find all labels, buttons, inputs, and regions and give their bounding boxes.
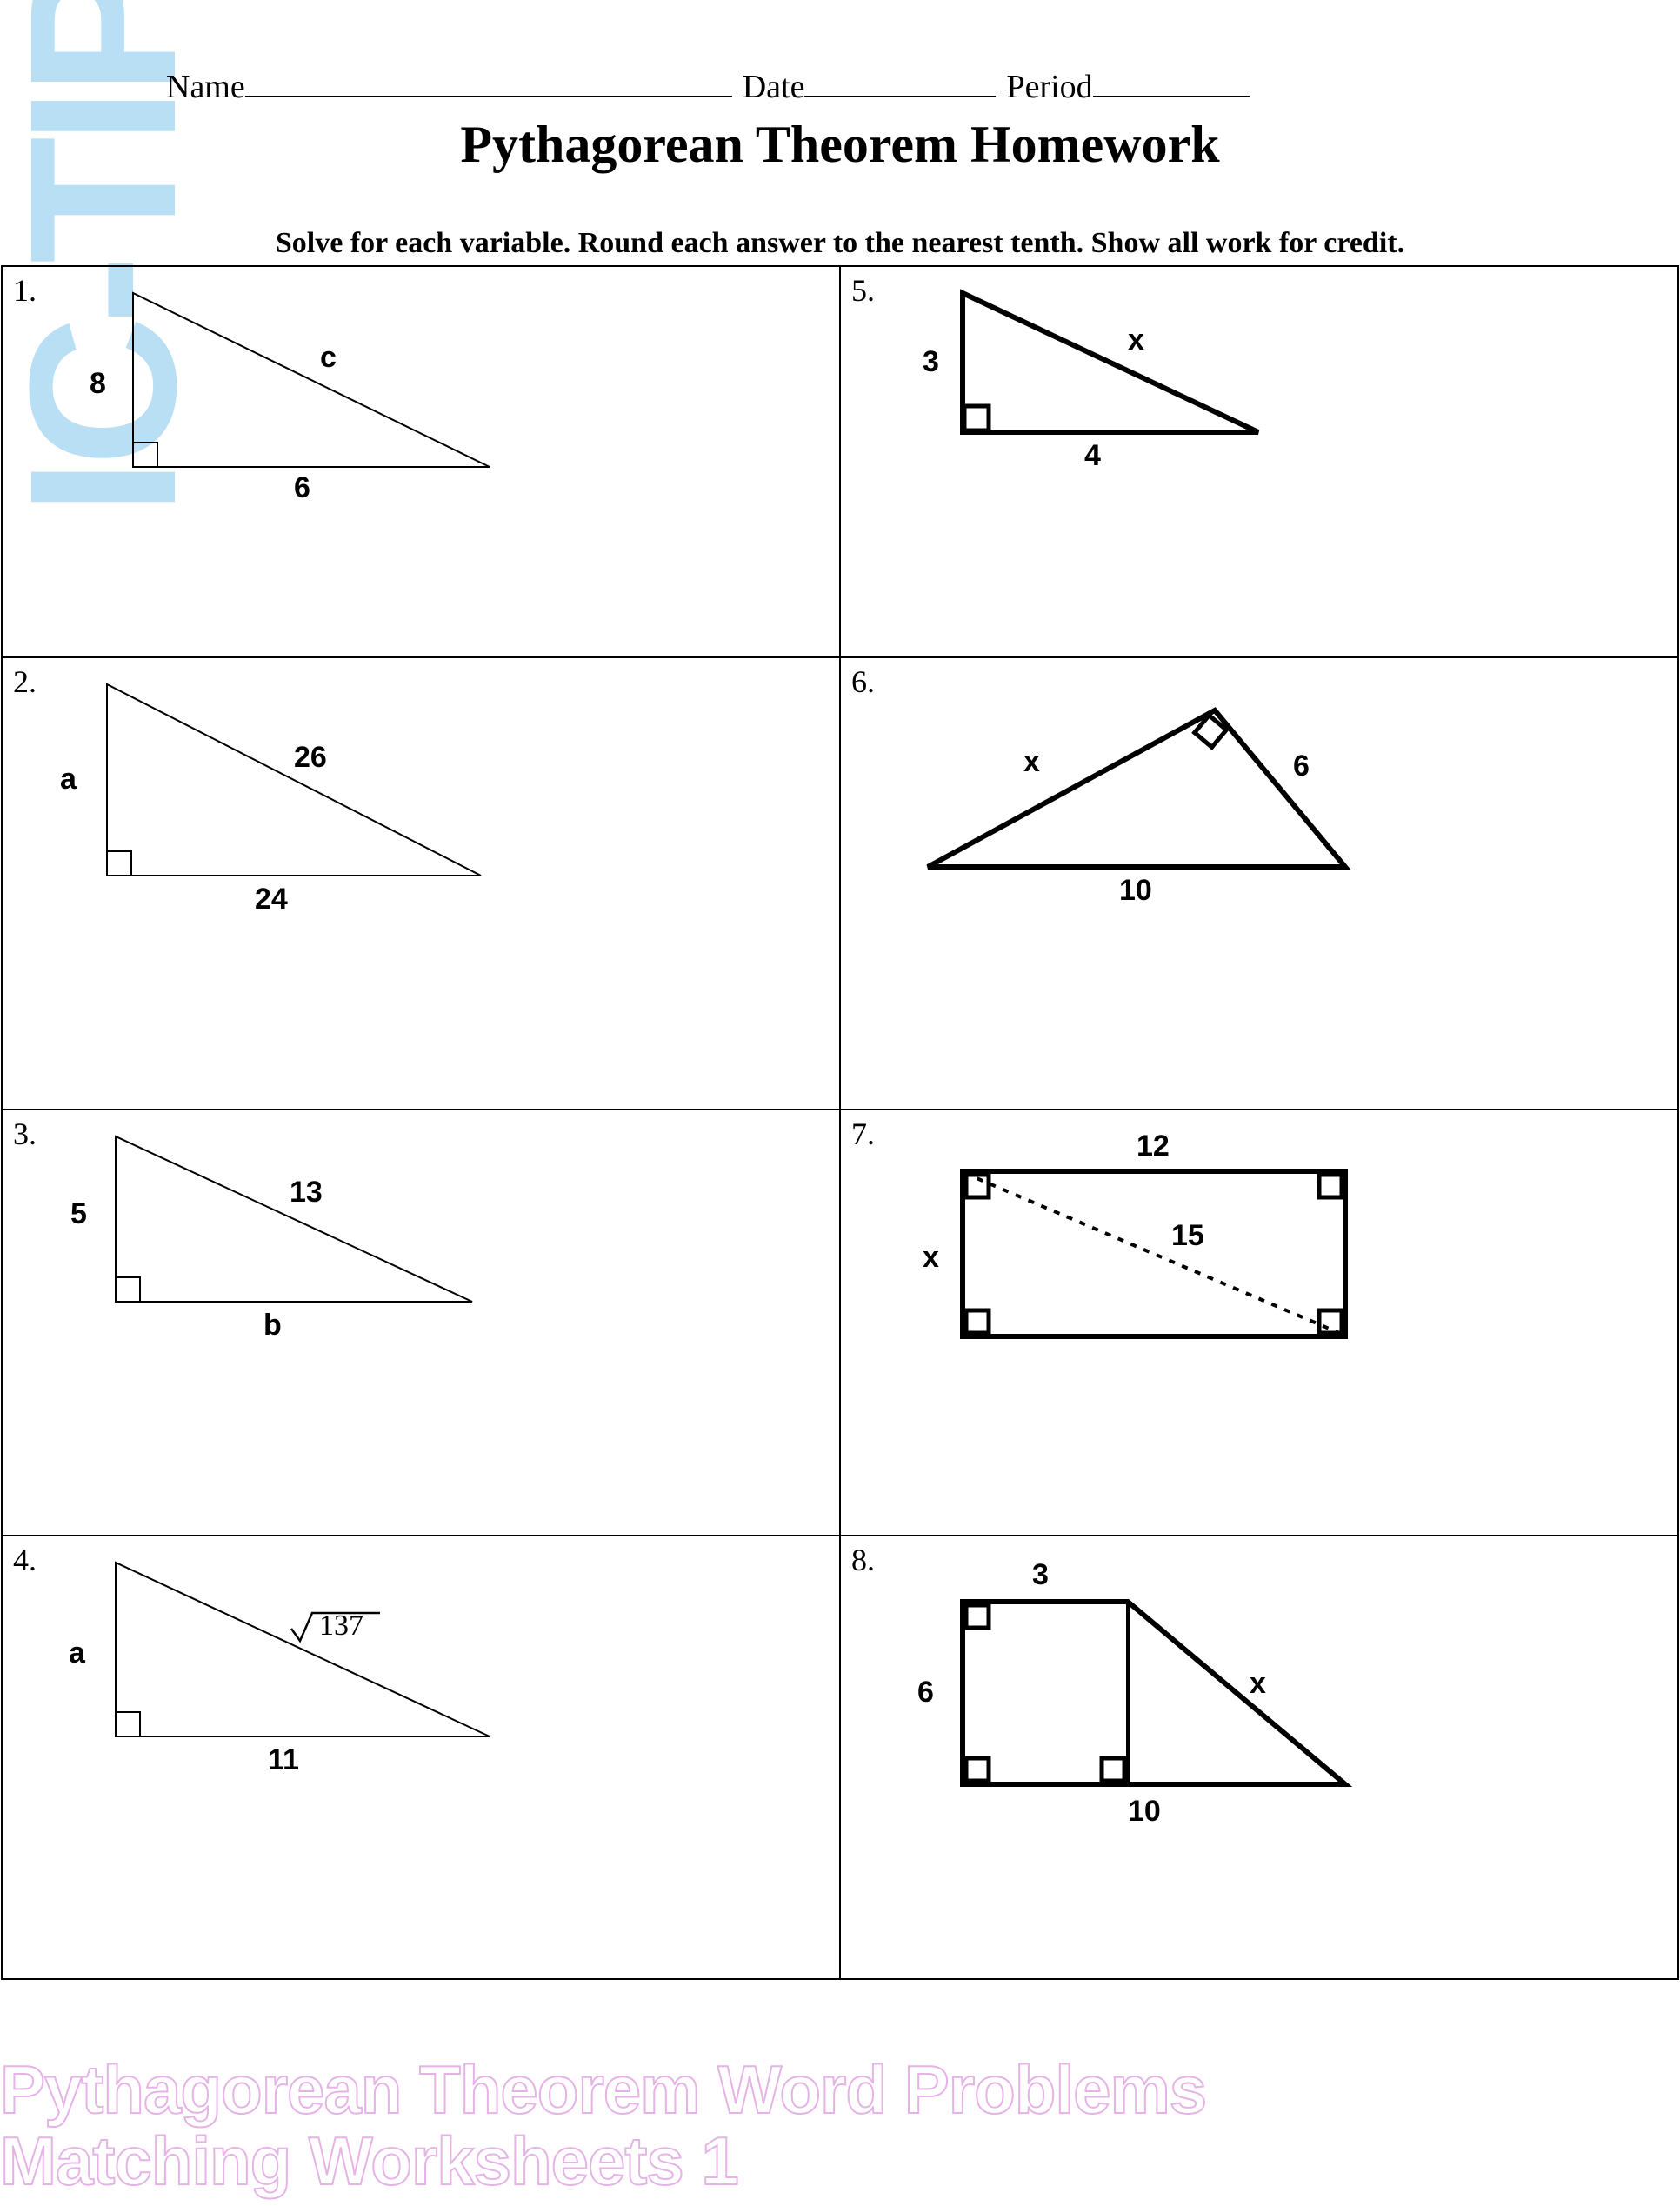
problem-number: 7. bbox=[851, 1116, 875, 1152]
label-bottom: b bbox=[263, 1309, 282, 1343]
page-title: Pythagorean Theorem Homework bbox=[0, 115, 1680, 175]
trapezoid-8: 3 6 x 10 bbox=[902, 1550, 1389, 1836]
watermark-bottom: Pythagorean Theorem Word Problems Matchi… bbox=[0, 2055, 1206, 2197]
problem-grid: 1. 8 6 c 5. 3 bbox=[1, 265, 1679, 1980]
period-blank bbox=[1093, 61, 1250, 97]
label-left: 3 bbox=[923, 345, 939, 379]
label-left: 5 bbox=[70, 1197, 87, 1231]
triangle-6: x 6 10 bbox=[893, 684, 1380, 910]
label-hyp-radical: 137 bbox=[290, 1606, 385, 1648]
instructions: Solve for each variable. Round each answ… bbox=[0, 227, 1680, 260]
triangle-2: a 24 26 bbox=[55, 676, 507, 919]
triangle-4: a 11 137 bbox=[63, 1554, 516, 1789]
problem-cell: 5. 3 4 x bbox=[840, 266, 1678, 657]
worksheet-page: Name Date Period Pythagorean Theorem Hom… bbox=[0, 0, 1680, 2206]
problem-number: 5. bbox=[851, 272, 875, 309]
label-bottom: 24 bbox=[255, 883, 288, 916]
label-bottom: 6 bbox=[294, 471, 310, 505]
name-label: Name bbox=[166, 68, 245, 106]
label-left: 8 bbox=[90, 367, 106, 401]
label-left: a bbox=[60, 763, 77, 796]
label-bottom: 10 bbox=[1128, 1795, 1161, 1829]
label-diag: 15 bbox=[1171, 1219, 1204, 1253]
problem-cell: 7. 12 x 15 bbox=[840, 1110, 1678, 1536]
triangle-5: 3 4 x bbox=[910, 284, 1293, 476]
label-right-side: 6 bbox=[1293, 750, 1310, 783]
label-hyp: c bbox=[320, 341, 337, 375]
problem-cell: 2. a 24 26 bbox=[2, 657, 840, 1110]
label-top: 12 bbox=[1137, 1130, 1170, 1163]
header-line: Name Date Period bbox=[166, 61, 1514, 106]
problem-number: 1. bbox=[13, 272, 37, 309]
label-hyp: x bbox=[1128, 323, 1144, 357]
label-top: 3 bbox=[1032, 1558, 1049, 1592]
label-bottom: 11 bbox=[268, 1743, 299, 1777]
label-hyp: 13 bbox=[290, 1176, 323, 1210]
label-hyp: 26 bbox=[294, 741, 327, 775]
name-blank bbox=[245, 61, 732, 97]
label-left-side: x bbox=[1023, 745, 1040, 779]
problem-number: 2. bbox=[13, 663, 37, 700]
triangle-1: 8 6 c bbox=[81, 284, 516, 510]
triangle-3: 5 b 13 bbox=[63, 1128, 498, 1354]
problem-cell: 6. x 6 10 bbox=[840, 657, 1678, 1110]
period-label: Period bbox=[1006, 68, 1092, 106]
problem-cell: 8. 3 6 x 10 bbox=[840, 1536, 1678, 1979]
date-label: Date bbox=[743, 68, 805, 106]
label-left: 6 bbox=[917, 1676, 934, 1709]
rectangle-7: 12 x 15 bbox=[910, 1128, 1380, 1371]
problem-number: 8. bbox=[851, 1542, 875, 1578]
label-bottom: 4 bbox=[1084, 439, 1101, 473]
problem-number: 4. bbox=[13, 1542, 37, 1578]
label-left: a bbox=[69, 1636, 85, 1670]
date-blank bbox=[804, 61, 996, 97]
label-bottom: 10 bbox=[1119, 874, 1152, 908]
problem-cell: 1. 8 6 c bbox=[2, 266, 840, 657]
problem-cell: 3. 5 b 13 bbox=[2, 1110, 840, 1536]
problem-number: 3. bbox=[13, 1116, 37, 1152]
label-left: x bbox=[923, 1241, 939, 1275]
problem-number: 6. bbox=[851, 663, 875, 700]
problem-cell: 4. a 11 137 bbox=[2, 1536, 840, 1979]
label-slant: x bbox=[1250, 1667, 1266, 1701]
